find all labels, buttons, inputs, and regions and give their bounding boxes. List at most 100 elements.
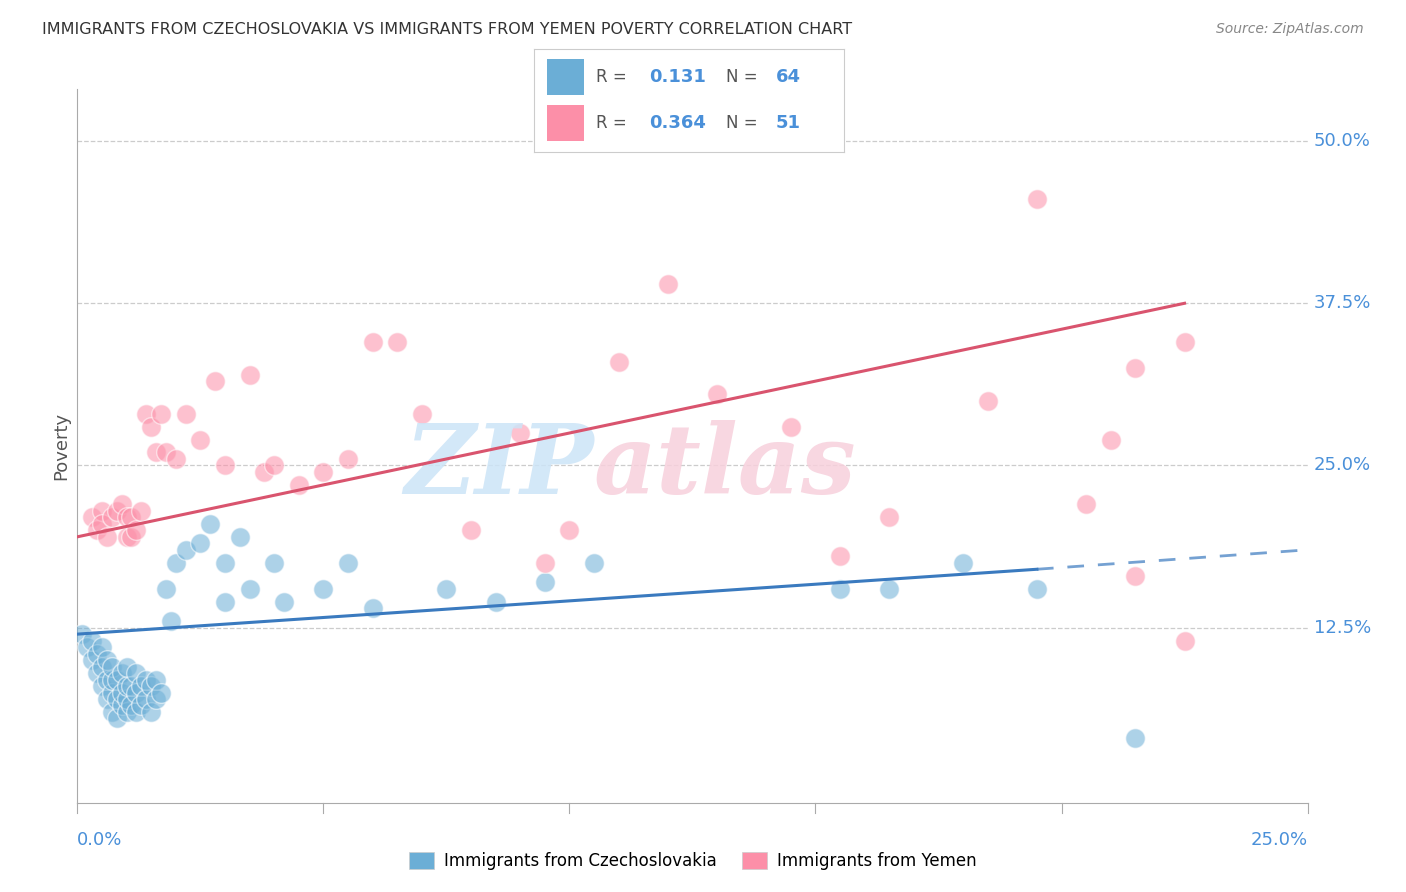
Point	[460, 524, 482, 538]
Point	[214, 556, 236, 570]
Point	[337, 556, 360, 570]
Point	[96, 653, 118, 667]
Point	[111, 685, 132, 699]
Text: 37.5%: 37.5%	[1313, 294, 1371, 312]
Point	[312, 582, 335, 596]
Point	[239, 582, 262, 596]
Point	[96, 530, 118, 544]
Point	[204, 374, 226, 388]
Point	[121, 698, 143, 713]
Point	[90, 640, 114, 654]
Point	[141, 705, 163, 719]
Point	[214, 458, 236, 473]
Point	[121, 679, 143, 693]
Point	[273, 595, 295, 609]
Point	[111, 666, 132, 681]
Point	[135, 407, 157, 421]
Point	[125, 705, 148, 719]
Text: ZIP: ZIP	[405, 420, 595, 515]
Point	[1174, 633, 1197, 648]
Point	[135, 673, 157, 687]
Point	[1174, 335, 1197, 350]
Text: 0.0%: 0.0%	[77, 831, 122, 849]
Text: 0.364: 0.364	[648, 114, 706, 132]
Point	[105, 504, 128, 518]
Point	[101, 685, 124, 699]
Text: 25.0%: 25.0%	[1250, 831, 1308, 849]
Text: N =: N =	[725, 69, 758, 87]
Point	[101, 659, 124, 673]
Point	[263, 556, 285, 570]
Point	[657, 277, 679, 291]
Point	[361, 335, 384, 350]
Point	[1026, 582, 1049, 596]
Point	[82, 510, 104, 524]
Point	[141, 419, 163, 434]
Point	[90, 679, 114, 693]
Point	[879, 582, 901, 596]
Point	[86, 666, 108, 681]
Point	[165, 452, 187, 467]
Point	[583, 556, 606, 570]
Point	[411, 407, 433, 421]
Bar	[547, 59, 583, 95]
Point	[125, 685, 148, 699]
Point	[125, 666, 148, 681]
Point	[90, 504, 114, 518]
Point	[160, 614, 183, 628]
Point	[706, 387, 728, 401]
Text: N =: N =	[725, 114, 758, 132]
Text: 12.5%: 12.5%	[1313, 619, 1371, 637]
Point	[1125, 568, 1147, 582]
Point	[150, 407, 173, 421]
Point	[509, 425, 531, 440]
Point	[174, 407, 197, 421]
Point	[977, 393, 1000, 408]
Point	[141, 679, 163, 693]
Point	[1026, 193, 1049, 207]
Point	[96, 673, 118, 687]
Text: R =: R =	[596, 114, 627, 132]
Point	[485, 595, 508, 609]
Point	[607, 354, 630, 368]
Point	[115, 679, 138, 693]
Point	[312, 465, 335, 479]
Point	[558, 524, 581, 538]
Point	[105, 673, 128, 687]
Text: 50.0%: 50.0%	[1313, 132, 1371, 150]
Point	[96, 692, 118, 706]
Point	[780, 419, 803, 434]
Point	[86, 524, 108, 538]
Point	[830, 549, 852, 564]
Text: 0.131: 0.131	[648, 69, 706, 87]
Point	[90, 659, 114, 673]
Point	[70, 627, 93, 641]
Point	[188, 433, 212, 447]
Point	[228, 530, 252, 544]
Point	[188, 536, 212, 550]
Point	[86, 647, 108, 661]
Point	[76, 640, 98, 654]
Point	[82, 653, 104, 667]
Text: R =: R =	[596, 69, 627, 87]
Point	[214, 595, 236, 609]
Point	[101, 705, 124, 719]
Legend: Immigrants from Czechoslovakia, Immigrants from Yemen: Immigrants from Czechoslovakia, Immigran…	[402, 845, 983, 877]
Point	[145, 673, 167, 687]
Point	[115, 530, 138, 544]
Y-axis label: Poverty: Poverty	[52, 412, 70, 480]
Point	[115, 692, 138, 706]
Point	[1099, 433, 1122, 447]
Point	[1076, 497, 1098, 511]
Bar	[547, 105, 583, 141]
Point	[150, 685, 173, 699]
Point	[111, 497, 132, 511]
Point	[1125, 361, 1147, 376]
Point	[129, 504, 153, 518]
Point	[115, 659, 138, 673]
Point	[90, 516, 114, 531]
Point	[952, 556, 974, 570]
Point	[105, 692, 128, 706]
Point	[1125, 731, 1147, 745]
Point	[82, 633, 104, 648]
